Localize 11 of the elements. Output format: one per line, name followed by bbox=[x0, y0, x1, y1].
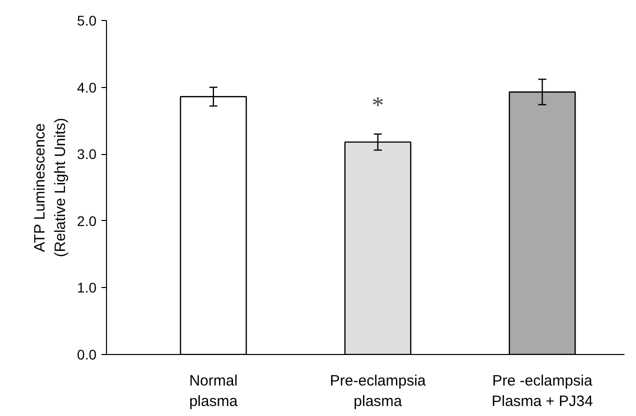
y-tick-label: 5.0 bbox=[77, 12, 97, 28]
x-tick-label: Normal plasma bbox=[189, 372, 238, 410]
y-axis-title: ATP Luminescence (Relative Light Units) bbox=[32, 118, 70, 258]
y-tick-label: 3.0 bbox=[77, 146, 97, 162]
x-tick-label: Pre-eclampsia plasma bbox=[330, 372, 426, 410]
y-tick-label: 2.0 bbox=[77, 212, 97, 229]
y-tick-label: 0.0 bbox=[77, 346, 97, 362]
y-tick-label: 1.0 bbox=[77, 280, 97, 296]
x-tick-label: Pre -eclampsia Plasma + PJ34 bbox=[492, 372, 593, 410]
annotation: * bbox=[372, 93, 384, 120]
y-tick-label: 4.0 bbox=[77, 79, 97, 96]
